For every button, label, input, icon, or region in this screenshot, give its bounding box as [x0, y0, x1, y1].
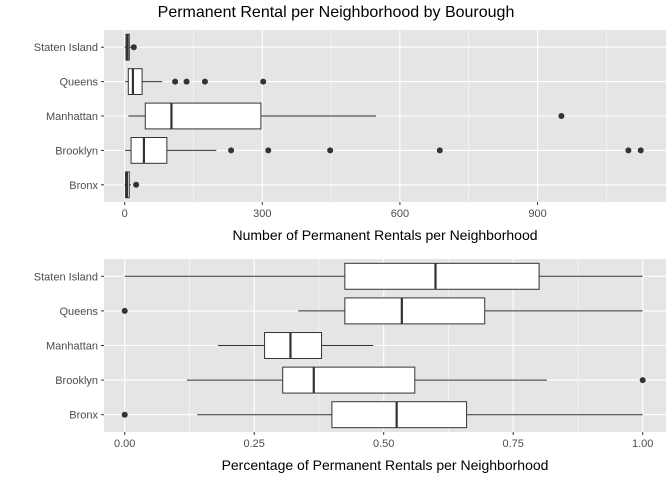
outlier-point — [625, 147, 632, 154]
outlier-point — [130, 44, 137, 51]
outlier-point — [228, 147, 235, 154]
interquartile-box — [144, 102, 262, 130]
x-tick-label: 300 — [253, 208, 271, 220]
y-tick-label: Staten Island — [34, 271, 98, 283]
x-tick-label: 0.50 — [373, 438, 394, 450]
box-bronx — [124, 171, 140, 199]
interquartile-box — [127, 68, 143, 95]
y-tick-label: Bronx — [69, 410, 98, 422]
x-axis-title: Percentage of Permanent Rentals per Neig… — [222, 457, 549, 473]
outlier-point — [639, 377, 646, 384]
box-brooklyn — [125, 137, 644, 164]
outlier-point — [637, 147, 644, 154]
box-manhattan — [128, 102, 565, 130]
outlier-point — [201, 78, 208, 85]
chart-title: Permanent Rental per Neighborhood by Bou… — [158, 4, 515, 21]
box-staten-island — [124, 33, 137, 61]
outlier-point — [121, 411, 128, 418]
y-tick-label: Staten Island — [34, 42, 98, 54]
interquartile-box — [331, 401, 468, 429]
interquartile-box — [130, 137, 168, 164]
box-bronx — [121, 401, 643, 429]
y-tick-label: Brooklyn — [55, 145, 98, 157]
outlier-point — [436, 147, 443, 154]
box-staten-island — [124, 262, 643, 290]
box-brooklyn — [186, 366, 646, 394]
y-tick-label: Manhattan — [46, 341, 98, 353]
x-tick-label: 0 — [122, 208, 128, 220]
x-tick-label: 0.75 — [502, 438, 523, 450]
x-axis-title: Number of Permanent Rentals per Neighbor… — [232, 227, 537, 243]
outlier-point — [172, 78, 179, 85]
box-manhattan — [217, 332, 374, 359]
panel-rental-count: 0 300 600 900 Bronx Brooklyn Manhattan Queens St… — [34, 30, 666, 243]
interquartile-box — [344, 262, 540, 290]
x-tick-label: 0.25 — [244, 438, 265, 450]
y-tick-label: Queens — [59, 306, 98, 318]
outlier-point — [260, 78, 267, 85]
box-queens — [121, 297, 643, 325]
y-tick-label: Bronx — [69, 180, 98, 192]
y-tick-label: Queens — [59, 77, 98, 89]
box-queens — [125, 68, 267, 95]
interquartile-box — [282, 366, 416, 394]
outlier-point — [183, 78, 190, 85]
x-tick-label: 0.00 — [114, 438, 135, 450]
interquartile-box — [344, 297, 486, 325]
outlier-point — [558, 113, 565, 119]
interquartile-box — [264, 332, 323, 359]
outlier-point — [121, 307, 128, 314]
y-tick-label: Manhattan — [46, 111, 98, 123]
x-tick-label: 1.00 — [632, 438, 653, 450]
x-tick-label: 900 — [528, 208, 546, 220]
x-tick-label: 600 — [391, 208, 409, 220]
y-tick-label: Brooklyn — [55, 375, 98, 387]
panel-rental-percentage: 0.00 0.25 0.50 0.75 1.00 Bronx Brooklyn Manhatt… — [34, 259, 666, 473]
outlier-point — [133, 181, 140, 188]
outlier-point — [265, 147, 272, 154]
outlier-point — [327, 147, 334, 154]
